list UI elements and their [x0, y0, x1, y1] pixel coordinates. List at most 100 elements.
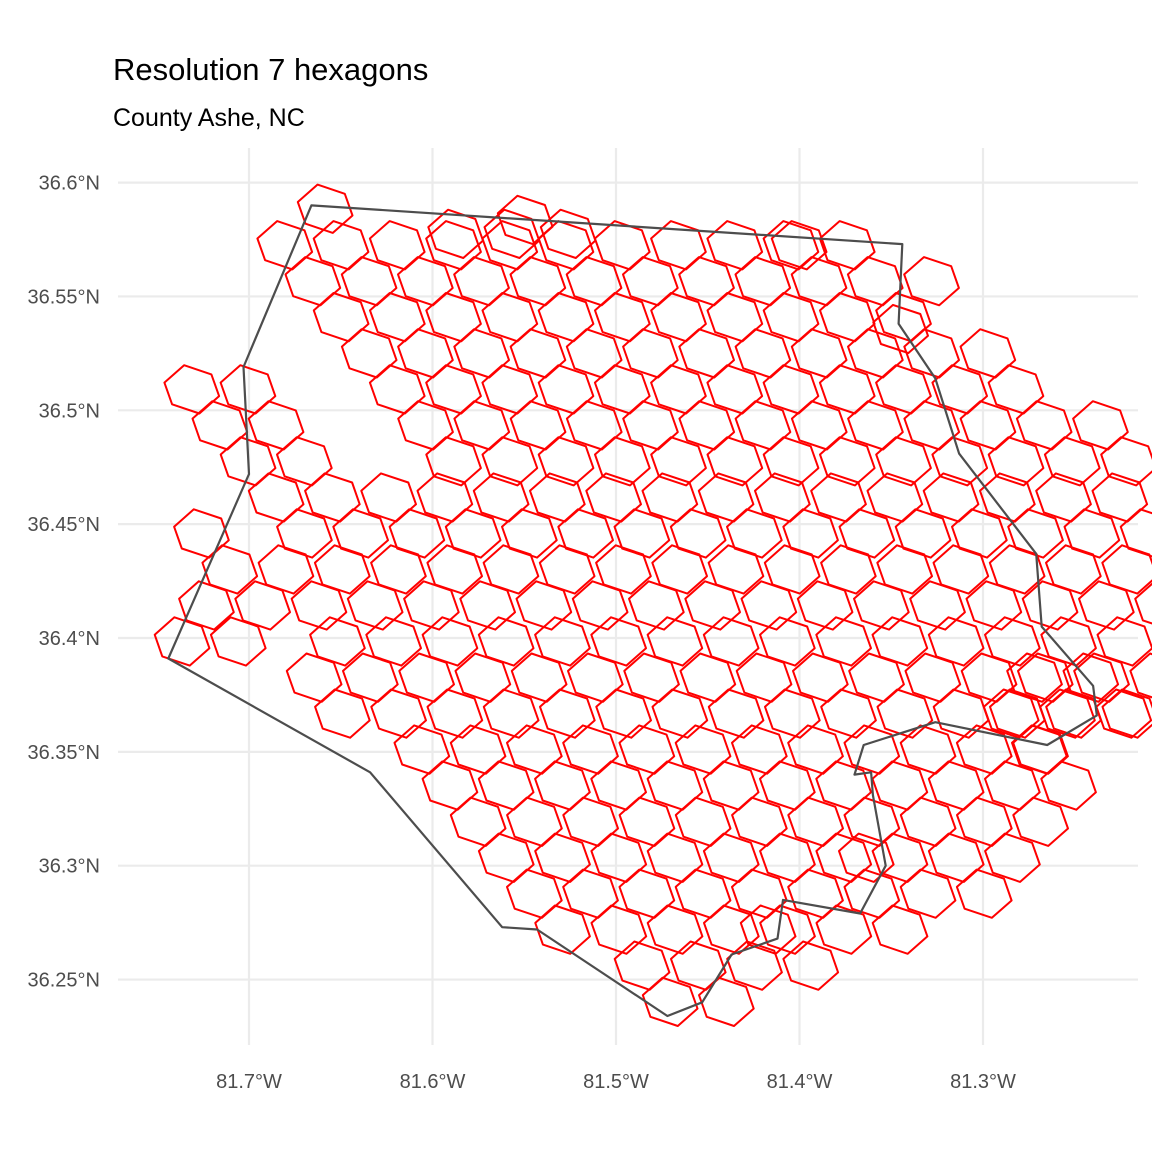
hexagon-cell — [613, 508, 671, 559]
hexagon-cell — [538, 544, 596, 595]
hexagon-cell — [1101, 688, 1152, 739]
hexagon-cell — [594, 436, 651, 487]
hexagon-cell — [595, 544, 652, 595]
hexagon-cell — [684, 580, 741, 631]
hexagon-cell — [1100, 436, 1152, 487]
hexagon-cell — [820, 688, 877, 739]
hexagon-cell — [651, 544, 708, 595]
hexagon-cell — [932, 544, 990, 595]
hexagon-cell — [477, 616, 535, 667]
hexagon-cell — [613, 940, 671, 991]
y-tick-label: 36.35°N — [28, 742, 101, 764]
hexagon-cell — [838, 508, 896, 559]
hexagon-cell — [534, 616, 591, 667]
hexagon-cell — [641, 976, 699, 1027]
hexagon-cell — [173, 508, 230, 559]
hexagon-cell — [707, 688, 765, 739]
hexagon-cell — [1045, 544, 1102, 595]
hexagon-cell — [346, 580, 404, 631]
hexagon-cell — [931, 436, 989, 487]
hexagon-cell — [646, 616, 704, 667]
hexagon-cell — [1045, 688, 1102, 739]
hexagon-cell — [178, 580, 235, 631]
hexagon-cell — [482, 544, 540, 595]
hexagon-cell — [1063, 508, 1121, 559]
hexagon-cell — [871, 616, 929, 667]
hexagon-cell — [1134, 582, 1152, 625]
hexagon-cell — [876, 688, 934, 739]
hexagon-cell — [539, 688, 596, 739]
hexagon-cell — [421, 616, 479, 667]
hexagon-cell — [871, 904, 929, 955]
hexagon-cell — [365, 616, 422, 667]
hexagon-cell — [590, 616, 647, 667]
hexagon-cell — [815, 616, 872, 667]
x-tick-label: 81.5°W — [583, 1071, 649, 1093]
hexagon-cell — [702, 616, 760, 667]
hexagon-cell — [838, 832, 895, 883]
hexagon-cell — [537, 436, 595, 487]
hexagon-cell — [984, 832, 1041, 883]
hexagon-cell — [951, 508, 1008, 559]
hexagon-cell — [314, 688, 371, 739]
y-tick-label: 36.6°N — [39, 173, 100, 195]
hexagon-cell — [1007, 508, 1064, 559]
hexagon-cell — [726, 940, 783, 991]
x-tick-label: 81.6°W — [400, 1071, 466, 1093]
county-boundary — [167, 204, 1098, 1018]
hexagon-cell — [759, 904, 816, 955]
hexagon-cell — [669, 508, 727, 559]
hexagon-cell — [426, 688, 484, 739]
hexagon-cell — [1062, 652, 1120, 703]
hexagon-cell — [426, 544, 483, 595]
hexagon-cell — [819, 436, 876, 487]
hexagon-cell — [903, 256, 960, 307]
hexagon-cell — [762, 436, 820, 487]
hexagon-cell — [496, 194, 554, 246]
hexagon-cell — [313, 544, 371, 595]
hexagon-cell — [403, 580, 460, 631]
hexagon-cell — [388, 508, 446, 559]
hexagon-cell — [534, 904, 591, 955]
hexagon-cell — [853, 580, 910, 631]
hexagon-cell — [932, 688, 990, 739]
hexagon-cell — [1021, 580, 1079, 631]
map-subtitle: County Ashe, NC — [113, 104, 305, 132]
hexagon-cell — [332, 508, 389, 559]
y-tick-label: 36.55°N — [28, 286, 101, 308]
hexagon-cell — [370, 688, 427, 739]
hexagon-cell — [256, 220, 314, 271]
hexagon-cell — [1040, 760, 1097, 811]
hexagon-cell — [763, 544, 821, 595]
hexagon-cell — [1096, 616, 1152, 667]
hexagon-cell — [815, 904, 873, 955]
hexagon-cell — [796, 580, 854, 631]
hexagon-cell — [1012, 796, 1069, 847]
hexagon-cell — [459, 580, 516, 631]
hexagon-cell — [987, 436, 1045, 487]
hexagon-cell — [425, 436, 482, 487]
hexagon-cell — [290, 580, 348, 631]
hexagon-cell — [571, 580, 629, 631]
y-tick-label: 36.25°N — [28, 970, 101, 992]
hexagon-cell — [955, 868, 1013, 919]
map-title: Resolution 7 hexagons — [113, 52, 429, 87]
hexagon-cell — [257, 544, 315, 595]
hexagon-cell — [628, 580, 685, 631]
hexagon-cell — [1043, 436, 1101, 487]
hexagon-cell — [965, 580, 1023, 631]
hexagon-cell — [201, 544, 259, 595]
hexagon-cell — [595, 688, 652, 739]
y-tick-label: 36.3°N — [39, 856, 100, 878]
hexagon-cell — [899, 868, 957, 919]
hexagon-cell — [1119, 508, 1152, 558]
hexagon-cell — [163, 364, 221, 415]
hexagon-cell — [590, 904, 648, 955]
y-tick-label: 36.5°N — [39, 400, 100, 422]
hexagon-cell — [984, 616, 1041, 667]
hexagon-cell — [444, 508, 502, 559]
hexagon-cell — [875, 436, 932, 487]
y-tick-label: 36.4°N — [39, 628, 100, 650]
hexagon-cell — [309, 616, 366, 667]
